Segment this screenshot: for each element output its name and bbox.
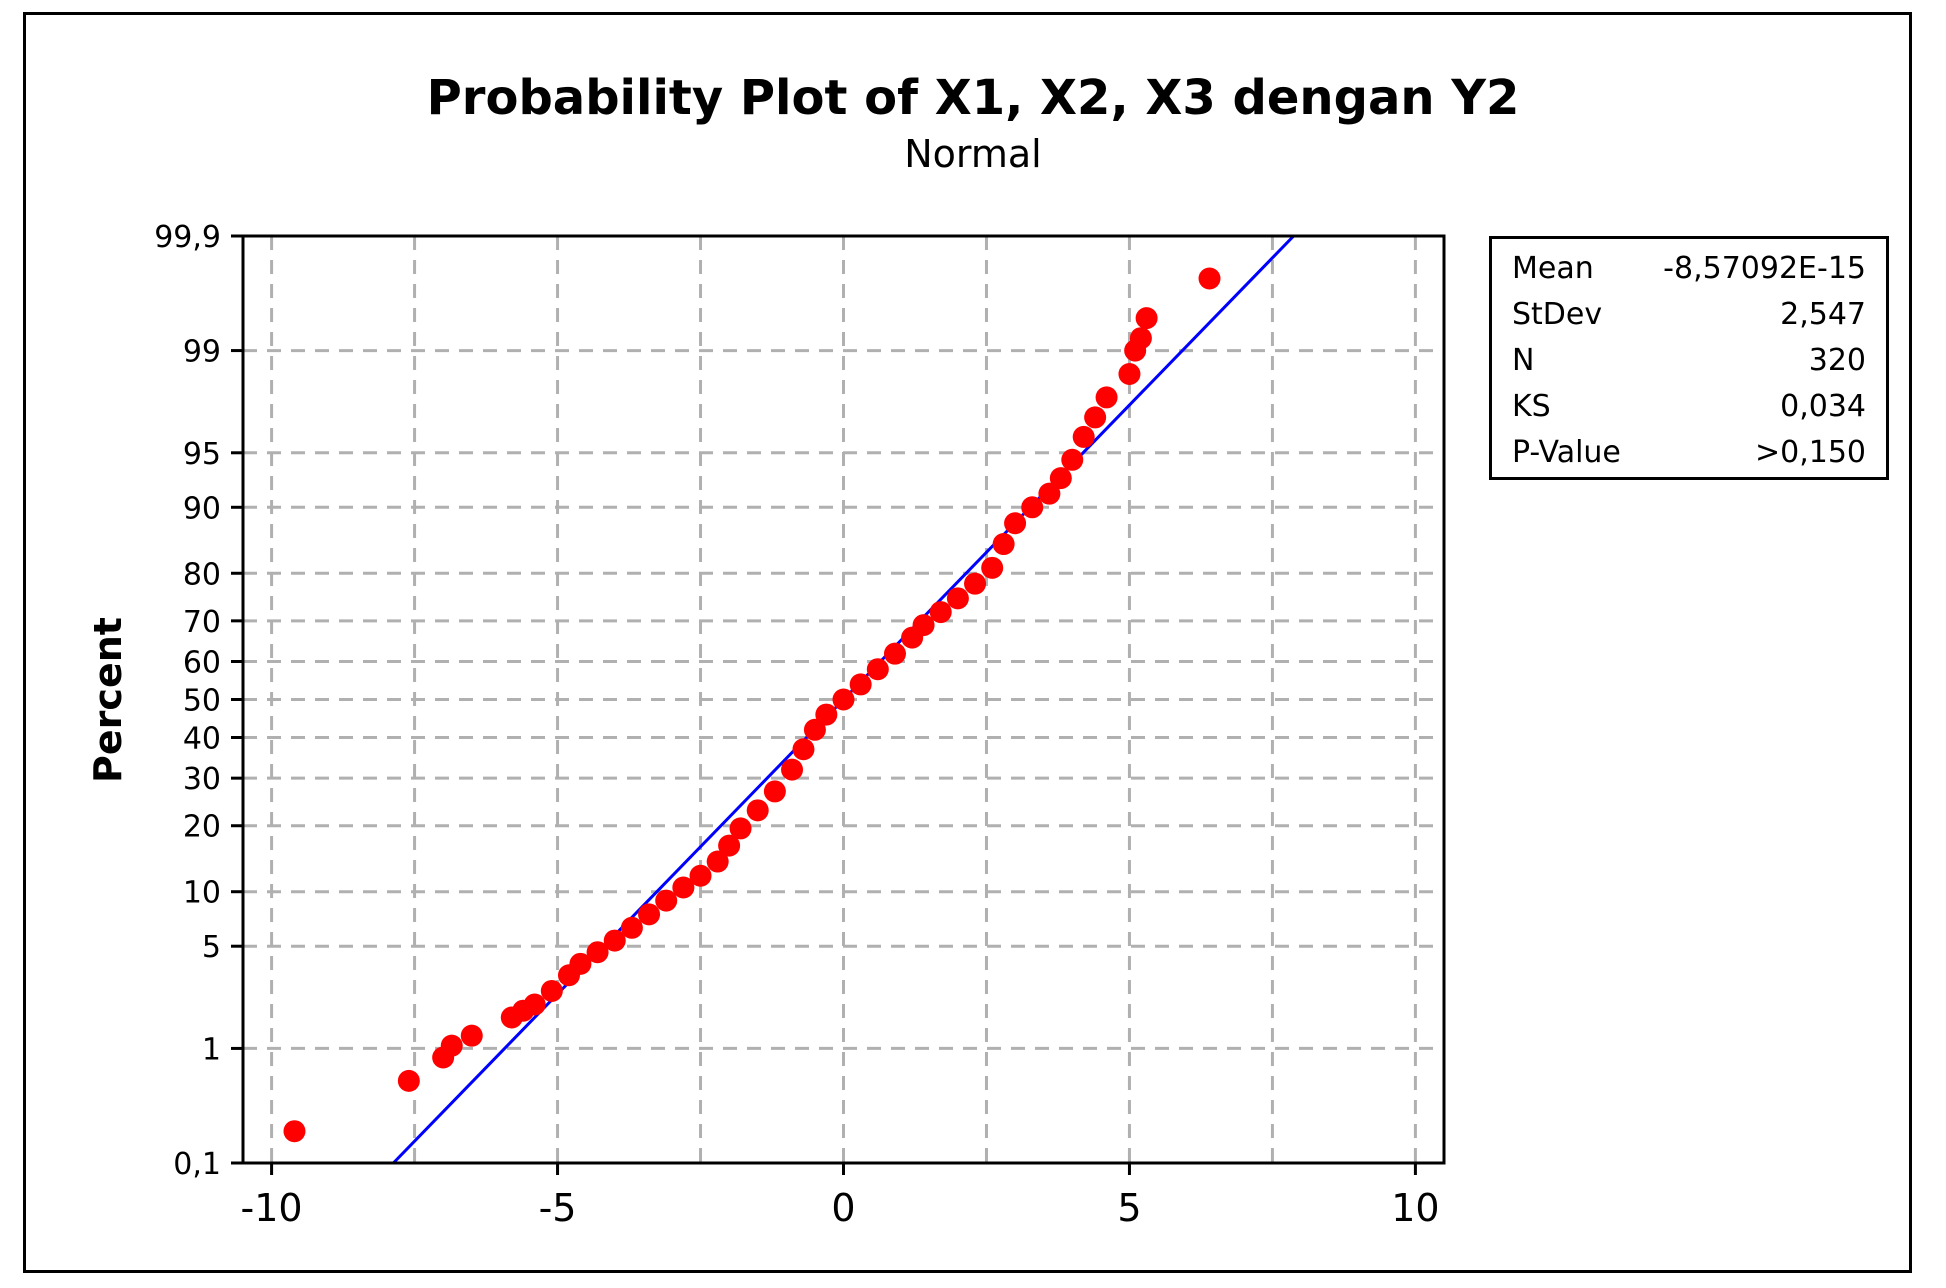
data-point — [946, 587, 969, 610]
data-point — [803, 718, 826, 741]
x-tick-label: -5 — [539, 1186, 577, 1230]
data-point — [397, 1069, 420, 1092]
data-point — [718, 834, 741, 857]
chart-subtitle: Normal — [904, 132, 1042, 176]
data-point — [1198, 267, 1221, 290]
data-point — [1061, 448, 1084, 471]
data-point — [1118, 363, 1141, 386]
stat-value: 320 — [1808, 343, 1866, 378]
stat-value: 0,034 — [1780, 389, 1866, 424]
y-tick-label: 1 — [202, 1032, 221, 1067]
stat-row-mean: Mean -8,57092E-15 — [1492, 247, 1886, 293]
data-point — [912, 614, 935, 637]
data-point — [981, 556, 1004, 579]
data-point — [440, 1034, 463, 1057]
data-point — [832, 688, 855, 711]
y-tick-label: 50 — [183, 684, 221, 719]
data-point — [729, 817, 752, 840]
y-tick-label: 80 — [183, 557, 221, 592]
y-tick-label: 70 — [183, 605, 221, 640]
data-point — [283, 1120, 306, 1143]
data-point — [763, 780, 786, 803]
stat-row-n: N 320 — [1492, 339, 1886, 385]
stat-row-stdev: StDev 2,547 — [1492, 293, 1886, 339]
data-point — [603, 929, 626, 952]
data-point — [992, 533, 1015, 556]
y-tick-label: 99 — [183, 335, 221, 370]
data-point — [1038, 482, 1061, 505]
stat-value: -8,57092E-15 — [1663, 251, 1866, 286]
stat-row-ks: KS 0,034 — [1492, 385, 1886, 431]
x-tick-label: -10 — [241, 1186, 303, 1230]
stat-label: StDev — [1512, 297, 1603, 332]
data-point — [1095, 386, 1118, 409]
x-tick-label: 0 — [831, 1186, 855, 1230]
y-tick-label: 90 — [183, 491, 221, 526]
y-tick-label: 40 — [183, 721, 221, 756]
data-point — [883, 642, 906, 665]
y-axis-label: Percent — [86, 617, 130, 783]
data-point — [689, 864, 712, 887]
data-point — [706, 850, 729, 873]
chart-title: Probability Plot of X1, X2, X3 dengan Y2 — [426, 70, 1520, 126]
data-point — [523, 993, 546, 1016]
y-tick-label: 60 — [183, 646, 221, 681]
data-point — [866, 658, 889, 681]
x-tick-label: 10 — [1391, 1186, 1439, 1230]
data-point — [792, 738, 815, 761]
stat-value: >0,150 — [1754, 435, 1866, 470]
y-tick-label: 0,1 — [173, 1147, 221, 1182]
stats-legend-box: Mean -8,57092E-15 StDev 2,547 N 320 KS 0… — [1489, 236, 1889, 480]
stat-label: Mean — [1512, 251, 1594, 286]
data-point — [1072, 425, 1095, 448]
data-point — [781, 758, 804, 781]
y-tick-label: 20 — [183, 810, 221, 845]
data-point — [1021, 496, 1044, 519]
data-point — [460, 1024, 483, 1047]
data-point — [1084, 406, 1107, 429]
y-tick-label: 5 — [202, 930, 221, 965]
data-point — [815, 703, 838, 726]
y-tick-label: 10 — [183, 876, 221, 911]
data-point — [1004, 512, 1027, 535]
data-point — [1049, 467, 1072, 490]
stat-label: N — [1512, 343, 1535, 378]
data-point — [638, 903, 661, 926]
data-point — [655, 889, 678, 912]
y-tick-label: 30 — [183, 762, 221, 797]
y-tick-label: 99,9 — [154, 220, 221, 255]
data-point — [569, 952, 592, 975]
data-point — [746, 799, 769, 822]
y-tick-label: 95 — [183, 437, 221, 472]
data-point — [540, 979, 563, 1002]
data-point — [586, 941, 609, 964]
stat-label: P-Value — [1512, 435, 1621, 470]
data-point — [620, 916, 643, 939]
chart-frame — [23, 12, 1912, 1273]
data-point — [1135, 307, 1158, 330]
data-point — [964, 572, 987, 595]
data-point — [672, 876, 695, 899]
data-point — [1129, 327, 1152, 350]
stat-label: KS — [1512, 389, 1551, 424]
data-point — [929, 601, 952, 624]
stat-row-p-value: P-Value >0,150 — [1492, 431, 1886, 477]
stat-value: 2,547 — [1780, 297, 1866, 332]
x-tick-label: 5 — [1117, 1186, 1141, 1230]
data-point — [849, 673, 872, 696]
